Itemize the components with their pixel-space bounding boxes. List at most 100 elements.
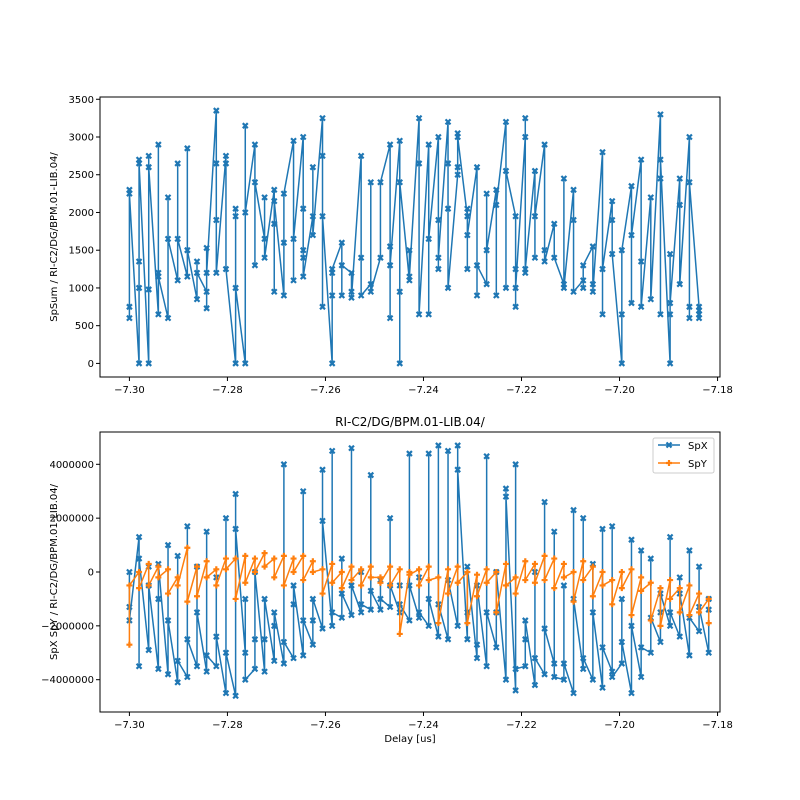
data-point-spsum [464, 205, 471, 212]
data-point-spx [589, 676, 597, 683]
data-point-spsum [599, 311, 606, 318]
data-point-spx [164, 541, 172, 549]
data-point-spx [618, 638, 626, 646]
data-point-spy [618, 569, 625, 575]
legend-marker-spx [665, 441, 673, 449]
data-point-spsum [473, 262, 481, 269]
data-point-spsum [213, 269, 220, 277]
y-tick-label: −4000000 [41, 675, 94, 686]
data-point-spsum [328, 292, 336, 299]
data-point-spsum [531, 167, 539, 175]
data-point-spy [348, 577, 355, 584]
data-point-spy [667, 577, 674, 584]
data-point-spsum [232, 212, 239, 220]
data-point-spsum [686, 179, 693, 186]
data-point-spsum [386, 314, 394, 322]
data-point-spsum [338, 239, 346, 246]
data-point-spx [377, 595, 384, 603]
data-point-spy [580, 558, 587, 565]
data-point-spy [174, 574, 181, 581]
data-point-spx [483, 662, 490, 670]
data-point-spsum [241, 122, 249, 129]
data-point-spx [164, 671, 172, 678]
data-point-spx [280, 638, 288, 646]
data-point-spx [695, 563, 703, 570]
data-point-spx [589, 609, 597, 616]
data-point-spy [165, 566, 172, 573]
data-point-spsum [299, 273, 307, 280]
data-point-spy [222, 566, 229, 573]
data-point-spx [666, 533, 674, 541]
data-point-spy [647, 617, 654, 624]
legend-marker-spy [666, 460, 672, 466]
data-point-spsum [560, 175, 568, 182]
data-point-spy [184, 598, 191, 605]
data-point-spsum [541, 258, 548, 265]
data-point-spy [435, 574, 442, 581]
data-point-spsum [193, 258, 201, 265]
x-tick-label: −7.24 [408, 385, 439, 396]
data-point-spy [145, 560, 152, 567]
data-point-spsum [155, 311, 162, 318]
data-point-spx [213, 633, 220, 640]
data-point-spsum [309, 163, 317, 171]
data-point-spx [570, 689, 577, 697]
data-point-spsum [357, 152, 365, 160]
data-point-spy [300, 552, 307, 559]
data-point-spx [338, 555, 346, 562]
data-point-spx [618, 660, 626, 667]
data-point-spx [309, 641, 317, 648]
data-point-spx [251, 636, 259, 643]
data-point-spx [454, 466, 461, 473]
x-tick-label: −7.20 [604, 720, 635, 731]
data-point-spy [348, 563, 355, 570]
data-point-spx [328, 609, 336, 616]
data-point-spsum [135, 160, 143, 167]
data-point-spsum [396, 137, 404, 145]
data-point-spy [184, 544, 191, 551]
data-point-spsum [270, 288, 278, 295]
data-point-spy [319, 590, 326, 597]
data-point-spsum [676, 175, 684, 182]
data-point-spy [454, 563, 461, 570]
data-point-spy [425, 563, 432, 570]
data-point-spx [290, 582, 297, 589]
data-point-spsum [309, 231, 317, 239]
data-point-spx [483, 452, 490, 460]
data-point-spy [676, 585, 683, 592]
data-point-spx [299, 652, 307, 659]
bottom-axes: −7.30 −7.28 −7.26 −7.24 −7.22 −7.20 −7.18 −4000… [41, 431, 733, 731]
data-point-spsum [657, 311, 664, 318]
data-point-spsum [647, 295, 655, 303]
data-point-spx [319, 625, 326, 632]
data-point-spy [531, 579, 538, 586]
data-point-spx [222, 649, 230, 657]
data-point-spx [155, 595, 162, 603]
data-point-spx [261, 595, 268, 603]
data-point-spsum [435, 133, 442, 141]
data-point-spsum [251, 141, 259, 148]
data-point-spx [290, 654, 297, 662]
data-point-spy [136, 585, 143, 592]
data-point-spy [126, 641, 133, 648]
data-point-spx [531, 654, 539, 662]
data-point-spx [647, 649, 655, 657]
data-point-spy [174, 582, 181, 589]
data-point-spy [222, 555, 229, 562]
data-point-spsum [589, 243, 597, 250]
data-point-spsum [676, 201, 684, 209]
data-point-spy [464, 620, 471, 627]
data-point-spsum [203, 288, 210, 295]
data-point-spsum [386, 243, 394, 250]
data-point-spy [628, 566, 635, 573]
data-point-spy [309, 569, 316, 575]
data-point-spsum [261, 235, 268, 243]
data-point-spx [521, 617, 529, 624]
data-point-spsum [174, 235, 181, 243]
data-point-spy [358, 582, 365, 589]
data-point-spx [512, 461, 519, 468]
data-point-spy [203, 558, 210, 565]
data-point-spsum [589, 280, 597, 288]
data-point-spx [319, 517, 326, 525]
data-point-spx [599, 684, 606, 692]
